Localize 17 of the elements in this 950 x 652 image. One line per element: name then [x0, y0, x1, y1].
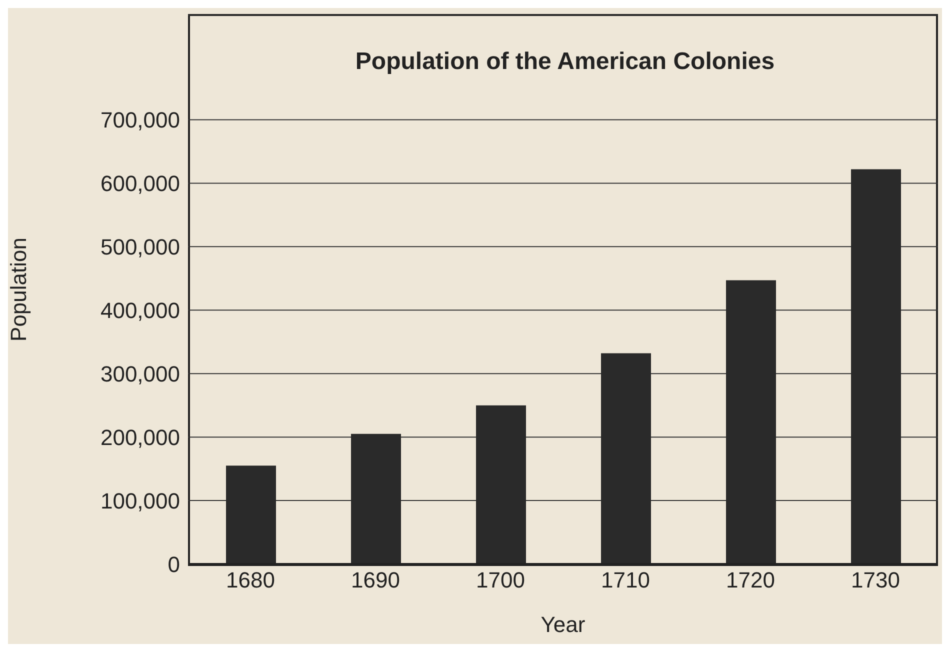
- y-tick-label: 200,000: [100, 424, 180, 450]
- y-tick-label: 0: [168, 552, 180, 577]
- y-tick-label: 600,000: [100, 171, 180, 196]
- x-tick-label: 1690: [351, 568, 400, 593]
- y-tick-label: 500,000: [100, 234, 180, 260]
- x-tick-label: 1730: [851, 568, 900, 593]
- x-tick-label: 1710: [601, 568, 650, 593]
- x-tick-label: 1700: [476, 568, 525, 593]
- x-tick-label: 1680: [226, 568, 275, 593]
- x-tick-label: 1720: [726, 568, 775, 593]
- y-axis-title: Population: [6, 238, 31, 342]
- y-tick-label: 400,000: [100, 298, 180, 323]
- x-axis-title: Year: [540, 612, 586, 637]
- y-tick-label: 300,000: [100, 361, 180, 386]
- text: Population of the American Colonies: [354, 48, 776, 76]
- y-tick-label: 100,000: [100, 488, 180, 514]
- y-tick-label: 700,000: [100, 108, 180, 133]
